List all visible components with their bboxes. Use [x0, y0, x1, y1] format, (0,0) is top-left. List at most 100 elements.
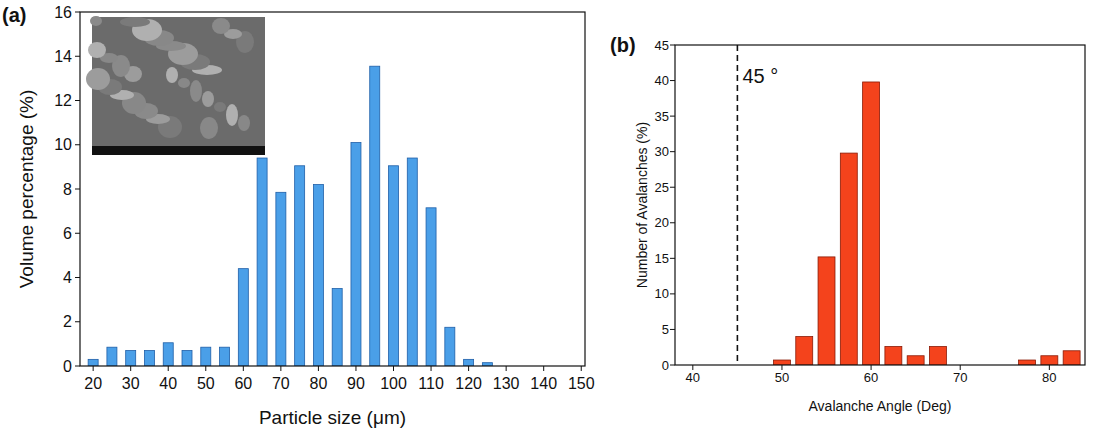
y-tick-label: 0 — [662, 358, 669, 373]
x-tick-label: 30 — [122, 375, 140, 392]
x-tick — [168, 366, 169, 371]
reference-line — [737, 45, 739, 365]
x-tick-label: 130 — [493, 375, 520, 392]
y-tick-label: 8 — [63, 181, 72, 198]
y-tick — [670, 293, 675, 294]
y-tick — [670, 258, 675, 259]
y-tick — [75, 189, 80, 190]
x-axis-title: Avalanche Angle (Deg) — [809, 398, 952, 414]
y-tick-label: 45 — [655, 38, 669, 53]
panel-label: (a) — [2, 4, 26, 26]
y-tick-label: 10 — [54, 136, 72, 153]
x-tick-label: 70 — [953, 370, 967, 385]
bar — [929, 347, 946, 365]
bar — [907, 356, 924, 365]
y-tick-label: 20 — [655, 215, 669, 230]
x-tick — [393, 366, 394, 371]
y-tick — [670, 116, 675, 117]
y-tick-label: 0 — [63, 358, 72, 375]
sem-bar — [92, 146, 265, 155]
marks — [737, 45, 1080, 365]
sem-grain — [238, 115, 250, 131]
x-tick-label: 60 — [864, 370, 878, 385]
bar — [295, 166, 305, 366]
y-tick — [75, 144, 80, 145]
y-tick-label: 35 — [655, 109, 669, 124]
sem-grain — [226, 104, 238, 126]
x-tick — [431, 366, 432, 371]
y-tick-label: 30 — [655, 144, 669, 159]
x-tick — [506, 366, 507, 371]
bar — [464, 359, 474, 366]
bar — [201, 347, 211, 366]
y-tick — [75, 277, 80, 278]
bar — [182, 351, 192, 366]
bar — [88, 359, 98, 366]
y-axis-title: Volume percentage (%) — [16, 90, 37, 289]
bar — [276, 192, 286, 366]
x-tick-label: 110 — [418, 375, 444, 392]
y-tick-label: 4 — [63, 269, 72, 286]
x-tick-label: 70 — [272, 375, 290, 392]
x-tick-label: 50 — [775, 370, 789, 385]
x-tick — [243, 366, 244, 371]
y-tick — [670, 329, 675, 330]
panel: 2030405060708090100110120130140150024681… — [2, 4, 595, 428]
x-tick — [468, 366, 469, 371]
sem-grain — [178, 78, 190, 88]
sem-image — [92, 17, 265, 155]
y-tick — [75, 321, 80, 322]
bar — [796, 337, 813, 365]
x-tick-label: 100 — [380, 375, 407, 392]
frame — [80, 12, 585, 366]
y-tick — [75, 366, 80, 367]
panel-label: (b) — [610, 34, 636, 56]
bar — [107, 347, 117, 366]
y-tick-label: 14 — [54, 48, 72, 65]
y-tick — [75, 100, 80, 101]
y-tick-label: 2 — [63, 313, 72, 330]
bar — [370, 66, 380, 366]
bar — [818, 257, 835, 365]
figure: 2030405060708090100110120130140150024681… — [0, 0, 1103, 437]
bar — [445, 327, 455, 366]
y-tick — [75, 56, 80, 57]
marks — [88, 66, 492, 366]
x-tick — [205, 366, 206, 371]
y-tick-label: 25 — [655, 180, 669, 195]
sem-grain — [88, 42, 106, 58]
sem-grain — [166, 67, 178, 83]
y-tick — [670, 222, 675, 223]
x-tick-label: 90 — [347, 375, 365, 392]
y-tick — [670, 80, 675, 81]
annotation: 45 ° — [742, 65, 778, 87]
y-tick — [75, 233, 80, 234]
sem-grain — [200, 117, 218, 139]
bar — [1063, 351, 1080, 365]
frame — [675, 45, 1085, 365]
x-tick-label: 150 — [568, 375, 595, 392]
x-tick — [130, 366, 131, 371]
sem-grain — [90, 16, 102, 26]
sem-inset — [86, 16, 265, 155]
y-tick-label: 10 — [655, 286, 669, 301]
panel: 45 °4050607080051015202530354045Avalanch… — [610, 34, 1085, 414]
bar — [351, 143, 361, 366]
y-tick — [670, 187, 675, 188]
bar — [313, 185, 323, 366]
bar — [389, 166, 399, 366]
sem-grain — [202, 91, 214, 107]
bar — [1041, 356, 1058, 365]
bar — [126, 351, 136, 366]
y-tick-label: 6 — [63, 225, 72, 242]
x-tick-label: 140 — [530, 375, 557, 392]
x-tick-label: 40 — [159, 375, 177, 392]
bar — [220, 347, 230, 366]
bar — [885, 347, 902, 365]
x-tick-label: 60 — [234, 375, 252, 392]
x-tick — [93, 366, 94, 371]
sem-grain — [86, 68, 110, 90]
bar — [163, 343, 173, 366]
y-tick-label: 16 — [54, 4, 72, 21]
sem-grain — [120, 17, 150, 27]
